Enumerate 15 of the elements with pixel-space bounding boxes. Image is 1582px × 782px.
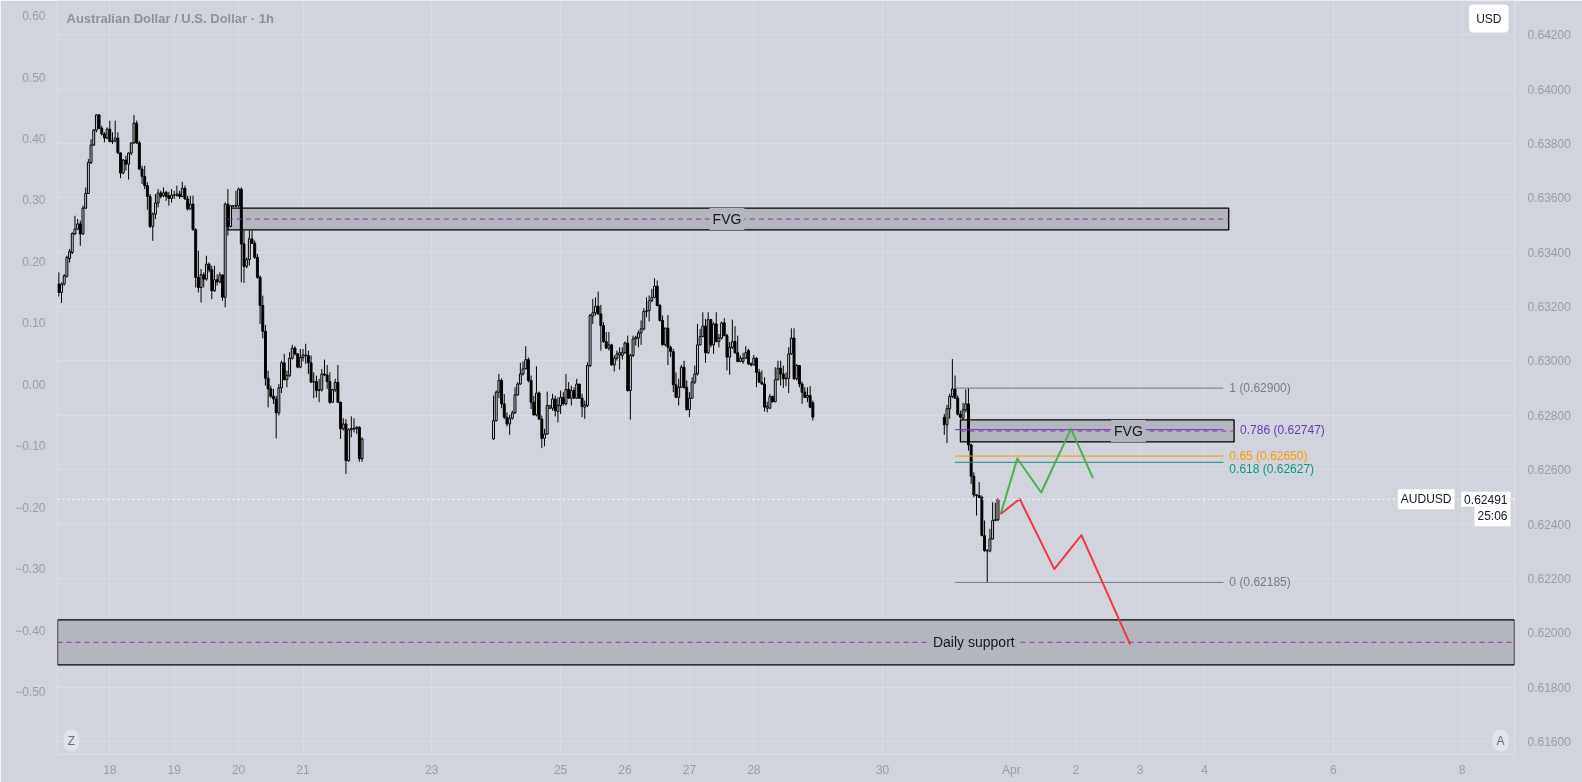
annotation: FVG <box>1113 423 1143 440</box>
series-label: 0.65 (0.62650) <box>1229 449 1308 464</box>
annotation: Z <box>67 733 76 748</box>
y-axis-title: USD <box>1476 11 1502 26</box>
annotation: Daily support <box>932 634 1015 651</box>
annotation: 25:06 <box>1477 509 1508 524</box>
text: Australian Dollar / U.S. Dollar · 1h <box>66 11 274 26</box>
series-label: 1 (0.62900) <box>1229 381 1291 396</box>
ref-line-label: AUDUSD <box>1400 492 1452 507</box>
annotation: A <box>1496 733 1505 748</box>
annotation: 0.62491 <box>1464 492 1508 507</box>
series-label: 0 (0.62185) <box>1229 575 1291 590</box>
annotation: FVG <box>712 211 742 228</box>
series-label: 0.618 (0.62627) <box>1229 462 1315 477</box>
series-label: 0.786 (0.62747) <box>1240 422 1325 437</box>
